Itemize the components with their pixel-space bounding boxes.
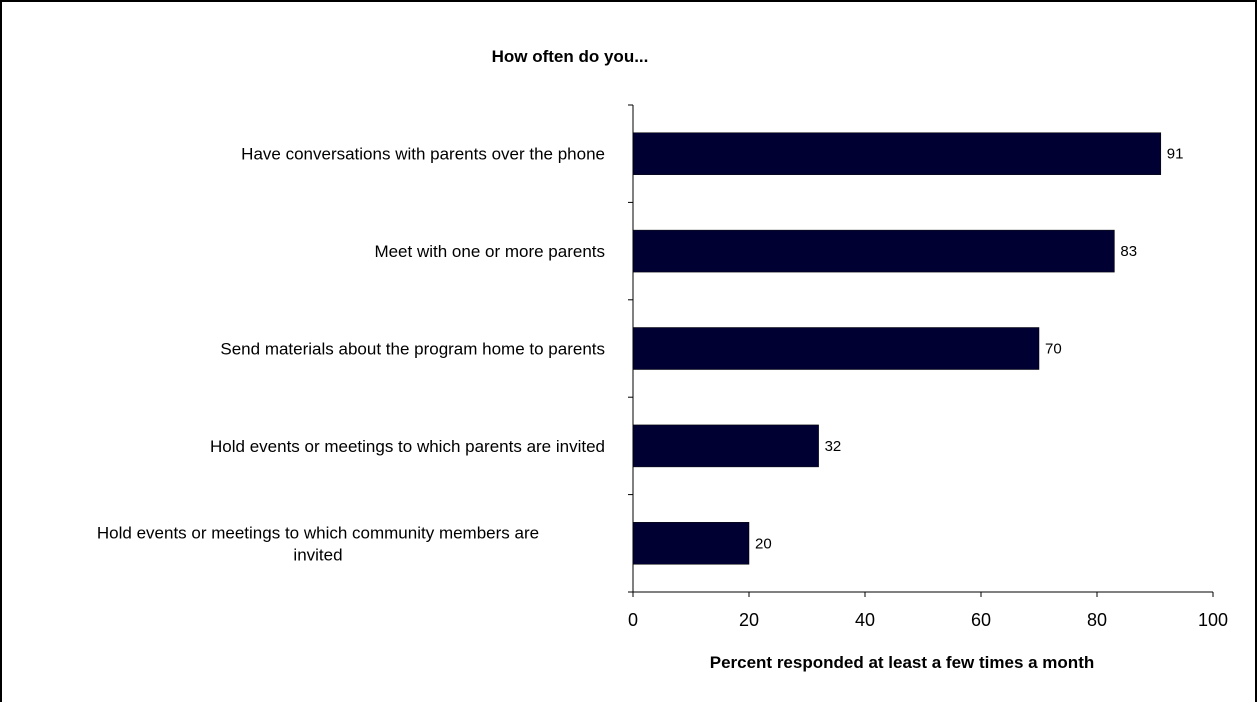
x-tick-label: 80 [1087,610,1107,630]
x-tick-label: 100 [1198,610,1228,630]
bar [632,229,1115,273]
data-label: 91 [1167,146,1184,163]
category-label: Have conversations with parents over the… [241,145,605,164]
category-label: Hold events or meetings to which parents… [210,437,605,456]
bar [632,327,1040,370]
category-label: Send materials about the program home to… [220,340,605,359]
category-label-line: Hold events or meetings to which communi… [97,523,539,542]
x-tick-label: 0 [628,610,638,630]
bar [632,522,750,565]
plot-area: 0 20 40 60 80 100 91 Have conversations with pa… [97,104,1228,630]
chart-title: How often do you... [492,47,649,66]
x-axis-title: Percent responded at least a few times a… [710,653,1095,672]
x-tick-label: 20 [739,610,759,630]
bar [632,132,1162,175]
x-tick-label: 40 [855,610,875,630]
data-label: 20 [755,535,772,552]
data-label: 83 [1120,243,1137,260]
data-label: 32 [825,438,842,455]
category-label: Hold events or meetings to which communi… [97,523,539,564]
data-label: 70 [1045,341,1062,358]
category-label: Meet with one or more parents [374,242,605,261]
category-label-line: invited [293,545,342,564]
x-tick-label: 60 [971,610,991,630]
bar [632,424,819,468]
